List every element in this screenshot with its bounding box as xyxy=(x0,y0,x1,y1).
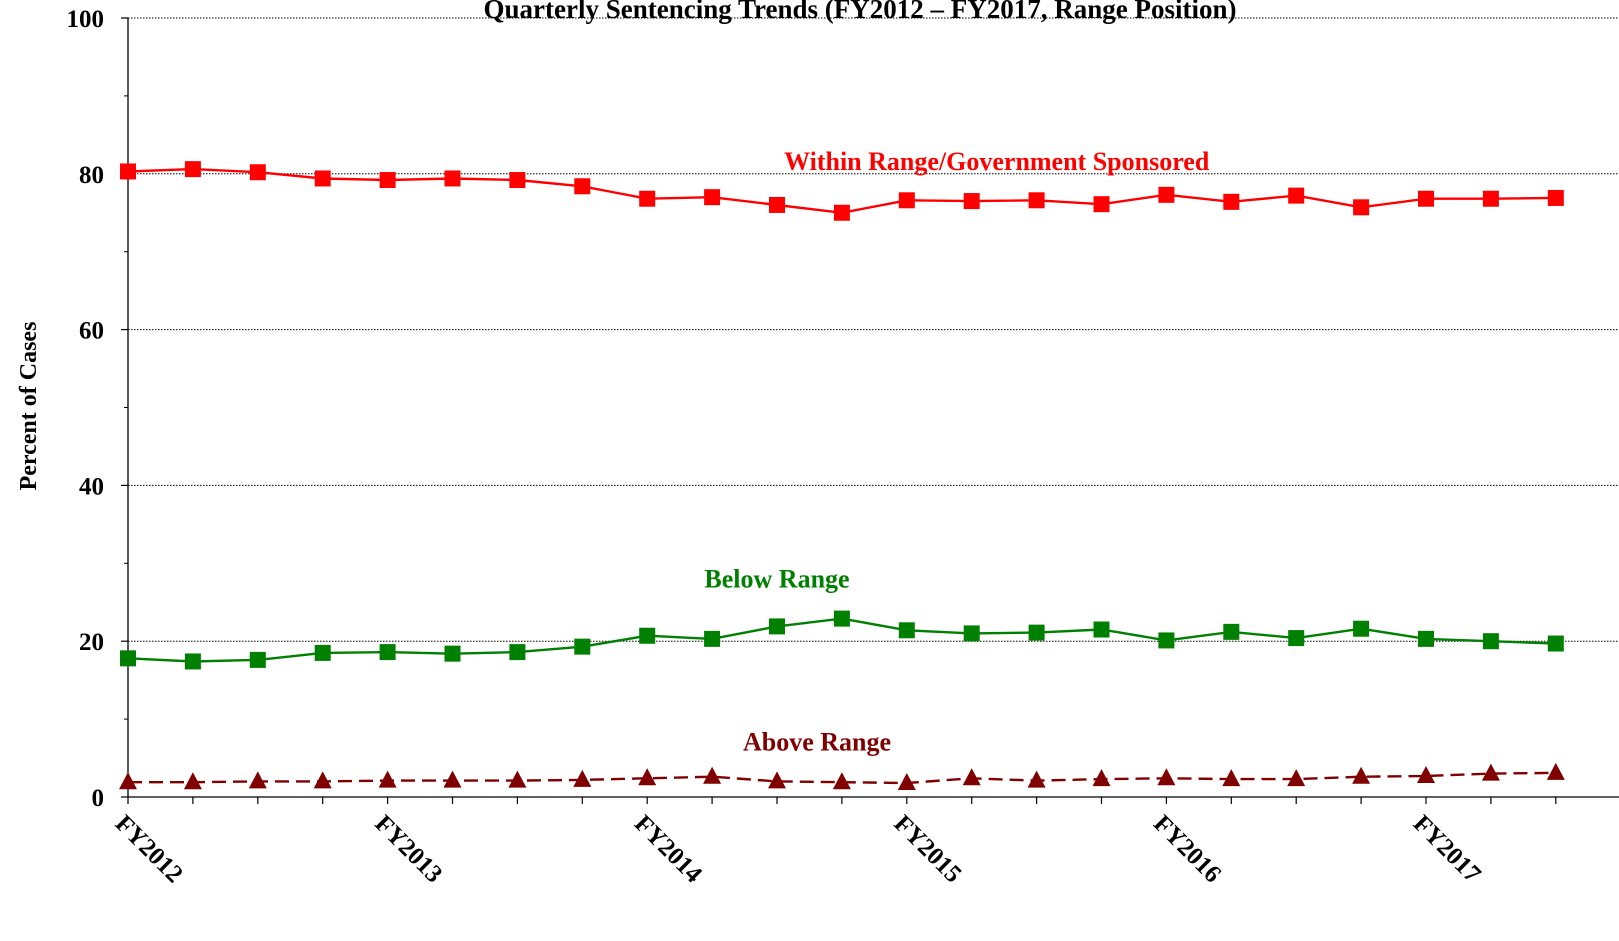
data-point-marker xyxy=(509,644,526,661)
grid-lines xyxy=(128,17,1619,642)
data-point-marker xyxy=(444,645,461,662)
data-point-marker xyxy=(1092,769,1111,787)
data-point-marker xyxy=(1547,189,1564,206)
y-tick-label: 80 xyxy=(79,162,104,189)
data-point-marker xyxy=(573,769,592,787)
data-point-marker xyxy=(833,204,850,221)
data-point-marker xyxy=(248,771,267,789)
data-point-marker xyxy=(1482,190,1499,207)
y-axis-label: Percent of Cases xyxy=(16,322,42,491)
data-point-marker xyxy=(574,638,591,655)
data-point-marker xyxy=(443,770,462,788)
y-tick-label: 0 xyxy=(92,785,105,812)
data-point-marker xyxy=(1158,186,1175,203)
series-label: Within Range/Government Sponsored xyxy=(784,147,1210,176)
x-tick-label: FY2017 xyxy=(1408,810,1486,888)
data-point-marker xyxy=(1287,769,1306,787)
data-point-marker xyxy=(1223,623,1240,640)
data-point-marker xyxy=(120,163,136,180)
data-point-marker xyxy=(897,772,916,790)
data-point-marker xyxy=(1288,187,1305,204)
chart-title: Quarterly Sentencing Trends (FY2012 – FY… xyxy=(484,0,1237,24)
data-point-marker xyxy=(962,768,981,786)
data-point-marker xyxy=(249,651,266,668)
data-point-marker xyxy=(379,644,396,661)
x-tick-label: FY2014 xyxy=(629,810,707,888)
data-point-marker xyxy=(444,170,461,187)
data-point-marker xyxy=(508,770,527,788)
data-point-marker xyxy=(1353,199,1370,216)
data-point-marker xyxy=(1482,633,1499,650)
data-point-marker xyxy=(1547,635,1564,652)
x-tick-label: FY2015 xyxy=(889,810,967,888)
data-point-marker xyxy=(249,164,266,181)
data-point-marker xyxy=(1288,630,1305,647)
data-point-marker xyxy=(1418,630,1434,647)
data-point-marker xyxy=(1027,770,1046,788)
data-point-marker xyxy=(1028,624,1045,641)
data-point-marker xyxy=(769,618,785,635)
data-point-marker xyxy=(314,644,331,661)
y-tick-label: 40 xyxy=(79,473,104,500)
data-point-marker xyxy=(1093,621,1110,638)
chart-title-group: Quarterly Sentencing Trends (FY2012 – FY… xyxy=(484,0,1237,24)
data-point-marker xyxy=(1481,763,1500,781)
data-point-marker xyxy=(769,196,785,213)
y-tick-labels: 0 20 40 60 80 100 xyxy=(67,6,105,812)
y-tick-label: 60 xyxy=(79,318,104,345)
x-tick-label: FY2016 xyxy=(1148,810,1226,888)
x-tick-label: FY2013 xyxy=(369,810,447,888)
data-point-marker xyxy=(898,192,915,209)
data-point-marker xyxy=(1546,762,1565,780)
series-label: Above Range xyxy=(743,727,891,756)
data-point-marker xyxy=(832,772,851,790)
data-point-marker xyxy=(314,170,331,187)
data-point-marker xyxy=(638,768,657,786)
data-point-marker xyxy=(704,189,721,206)
data-point-marker xyxy=(1223,193,1240,210)
data-point-marker xyxy=(119,772,137,790)
data-point-marker xyxy=(1093,196,1110,213)
data-point-marker xyxy=(1157,768,1176,786)
series-label: Below Range xyxy=(704,564,849,593)
data-point-marker xyxy=(898,622,915,639)
data-point-marker xyxy=(574,178,591,195)
data-point-marker xyxy=(379,172,396,189)
series-labels: Within Range/Government Sponsored Below R… xyxy=(704,147,1209,756)
data-point-marker xyxy=(1417,765,1435,783)
axes xyxy=(121,17,1619,804)
data-point-marker xyxy=(184,161,201,178)
y-tick-label: 100 xyxy=(67,6,105,33)
data-point-marker xyxy=(963,193,980,210)
data-point-marker xyxy=(378,770,397,788)
series-lines xyxy=(119,161,1565,790)
data-point-marker xyxy=(184,653,201,670)
data-point-marker xyxy=(313,771,332,789)
data-point-marker xyxy=(833,610,850,627)
data-point-marker xyxy=(1028,192,1045,209)
data-point-marker xyxy=(1418,190,1434,207)
data-point-marker xyxy=(509,172,526,189)
data-point-marker xyxy=(963,625,980,642)
data-point-marker xyxy=(1222,769,1241,787)
x-tick-label: FY2012 xyxy=(110,810,188,888)
data-point-marker xyxy=(768,771,786,789)
data-point-marker xyxy=(183,772,202,790)
y-tick-label: 20 xyxy=(79,629,104,656)
data-point-marker xyxy=(704,630,721,647)
data-point-marker xyxy=(1158,632,1175,649)
x-tick-labels: FY2012 FY2013 FY2014 FY2015 FY2016 FY2017 xyxy=(110,810,1486,888)
data-point-marker xyxy=(1353,620,1370,637)
data-point-marker xyxy=(1352,766,1371,784)
data-point-marker xyxy=(639,190,656,207)
data-point-marker xyxy=(703,766,722,784)
data-point-marker xyxy=(639,627,656,644)
data-point-marker xyxy=(120,650,136,667)
